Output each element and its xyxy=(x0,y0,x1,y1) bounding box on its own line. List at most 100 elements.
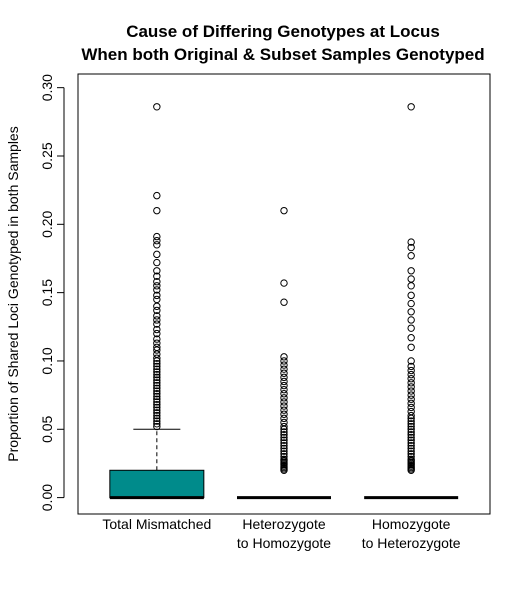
y-axis-label: Proportion of Shared Loci Genotyped in b… xyxy=(5,126,21,461)
outlier-point xyxy=(280,206,288,215)
outlier-point xyxy=(280,455,288,464)
outlier-point xyxy=(153,354,161,362)
outlier-point xyxy=(280,394,288,402)
outlier-point xyxy=(153,103,161,111)
outlier-point xyxy=(407,366,415,375)
outlier-point xyxy=(153,387,161,395)
outlier-point xyxy=(153,335,161,343)
outlier-point xyxy=(407,441,415,450)
x-axis-labels: Total Mismatched Heterozygote to Homozygot… xyxy=(102,516,460,551)
outlier-point xyxy=(280,377,288,386)
outlier-point xyxy=(407,436,415,444)
chart-title-line-2: When both Original & Subset Samples Geno… xyxy=(81,45,484,64)
category-label: to Homozygote xyxy=(237,535,331,551)
outlier-point xyxy=(153,272,161,280)
outlier-point xyxy=(407,420,415,428)
outlier-point xyxy=(407,439,415,447)
outlier-point xyxy=(407,383,415,391)
box-group xyxy=(364,103,459,500)
outlier-point xyxy=(407,395,415,403)
outlier-point xyxy=(407,357,415,365)
outlier-point xyxy=(280,431,288,439)
outlier-point xyxy=(407,428,415,436)
outlier-point xyxy=(280,433,288,442)
outlier-point xyxy=(153,339,161,347)
outlier-point xyxy=(153,403,161,412)
outlier-point xyxy=(407,375,415,383)
outlier-point xyxy=(407,103,415,111)
outlier-point xyxy=(280,444,288,453)
outlier-point xyxy=(153,417,161,425)
outlier-point xyxy=(153,291,161,300)
outlier-point xyxy=(153,409,161,417)
outlier-point xyxy=(280,390,288,398)
y-tick-label: 0.10 xyxy=(39,347,55,374)
outlier-point xyxy=(153,329,161,338)
outlier-point xyxy=(280,452,288,461)
outlier-point xyxy=(407,370,415,379)
boxes-group xyxy=(109,103,459,500)
outlier-point xyxy=(153,232,161,241)
outlier-point xyxy=(153,370,161,379)
outlier-point xyxy=(280,418,288,427)
outlier-point xyxy=(407,238,415,246)
outlier-point xyxy=(153,191,161,200)
y-tick-label: 0.00 xyxy=(39,484,55,511)
box-group xyxy=(109,103,205,500)
outlier-point xyxy=(153,359,161,368)
outlier-point xyxy=(407,282,415,290)
outlier-point xyxy=(407,455,415,464)
category-label: Heterozygote xyxy=(242,516,325,532)
outlier-point xyxy=(153,400,161,409)
outlier-point xyxy=(153,267,161,275)
outlier-point xyxy=(407,403,415,412)
outlier-point xyxy=(153,343,161,351)
outlier-point xyxy=(407,417,415,425)
outlier-point xyxy=(280,279,288,287)
outlier-point xyxy=(407,391,415,399)
outlier-point xyxy=(153,258,161,267)
outlier-point xyxy=(407,422,415,431)
outlier-point xyxy=(280,406,288,414)
outlier-point xyxy=(407,267,415,275)
outlier-point xyxy=(407,447,415,455)
outlier-point xyxy=(153,411,161,420)
outlier-point xyxy=(153,395,161,403)
outlier-point xyxy=(407,379,415,387)
chart-title-line-1: Cause of Differing Genotypes at Locus xyxy=(126,22,440,41)
outlier-point xyxy=(407,362,415,371)
outlier-point xyxy=(280,447,288,455)
outlier-point xyxy=(153,282,161,290)
outlier-point xyxy=(153,325,161,334)
outlier-point xyxy=(153,420,161,428)
outlier-point xyxy=(407,299,415,308)
outlier-point xyxy=(280,298,288,306)
outlier-point xyxy=(280,353,288,361)
outlier-point xyxy=(407,243,415,252)
outlier-point xyxy=(407,431,415,439)
outlier-point xyxy=(280,410,288,418)
outlier-point xyxy=(153,302,161,310)
outlier-point xyxy=(407,433,415,442)
outlier-point xyxy=(407,334,415,342)
outlier-point xyxy=(407,387,415,395)
outlier-point xyxy=(280,361,288,369)
box-group xyxy=(237,206,331,500)
outlier-point xyxy=(407,452,415,461)
outlier-point xyxy=(153,295,161,304)
category-label: Homozygote xyxy=(372,516,451,532)
outlier-point xyxy=(407,308,415,316)
outlier-point xyxy=(407,252,415,260)
outlier-point xyxy=(153,390,161,398)
outlier-point xyxy=(153,368,161,376)
outlier-point xyxy=(153,398,161,406)
outlier-point xyxy=(280,373,288,382)
y-tick-label: 0.05 xyxy=(39,415,55,442)
outlier-point xyxy=(280,385,288,394)
y-tick-label: 0.15 xyxy=(39,279,55,306)
category-label: Total Mismatched xyxy=(102,516,211,532)
outlier-point xyxy=(153,241,161,249)
outlier-point xyxy=(153,379,161,387)
outlier-point xyxy=(280,357,288,365)
